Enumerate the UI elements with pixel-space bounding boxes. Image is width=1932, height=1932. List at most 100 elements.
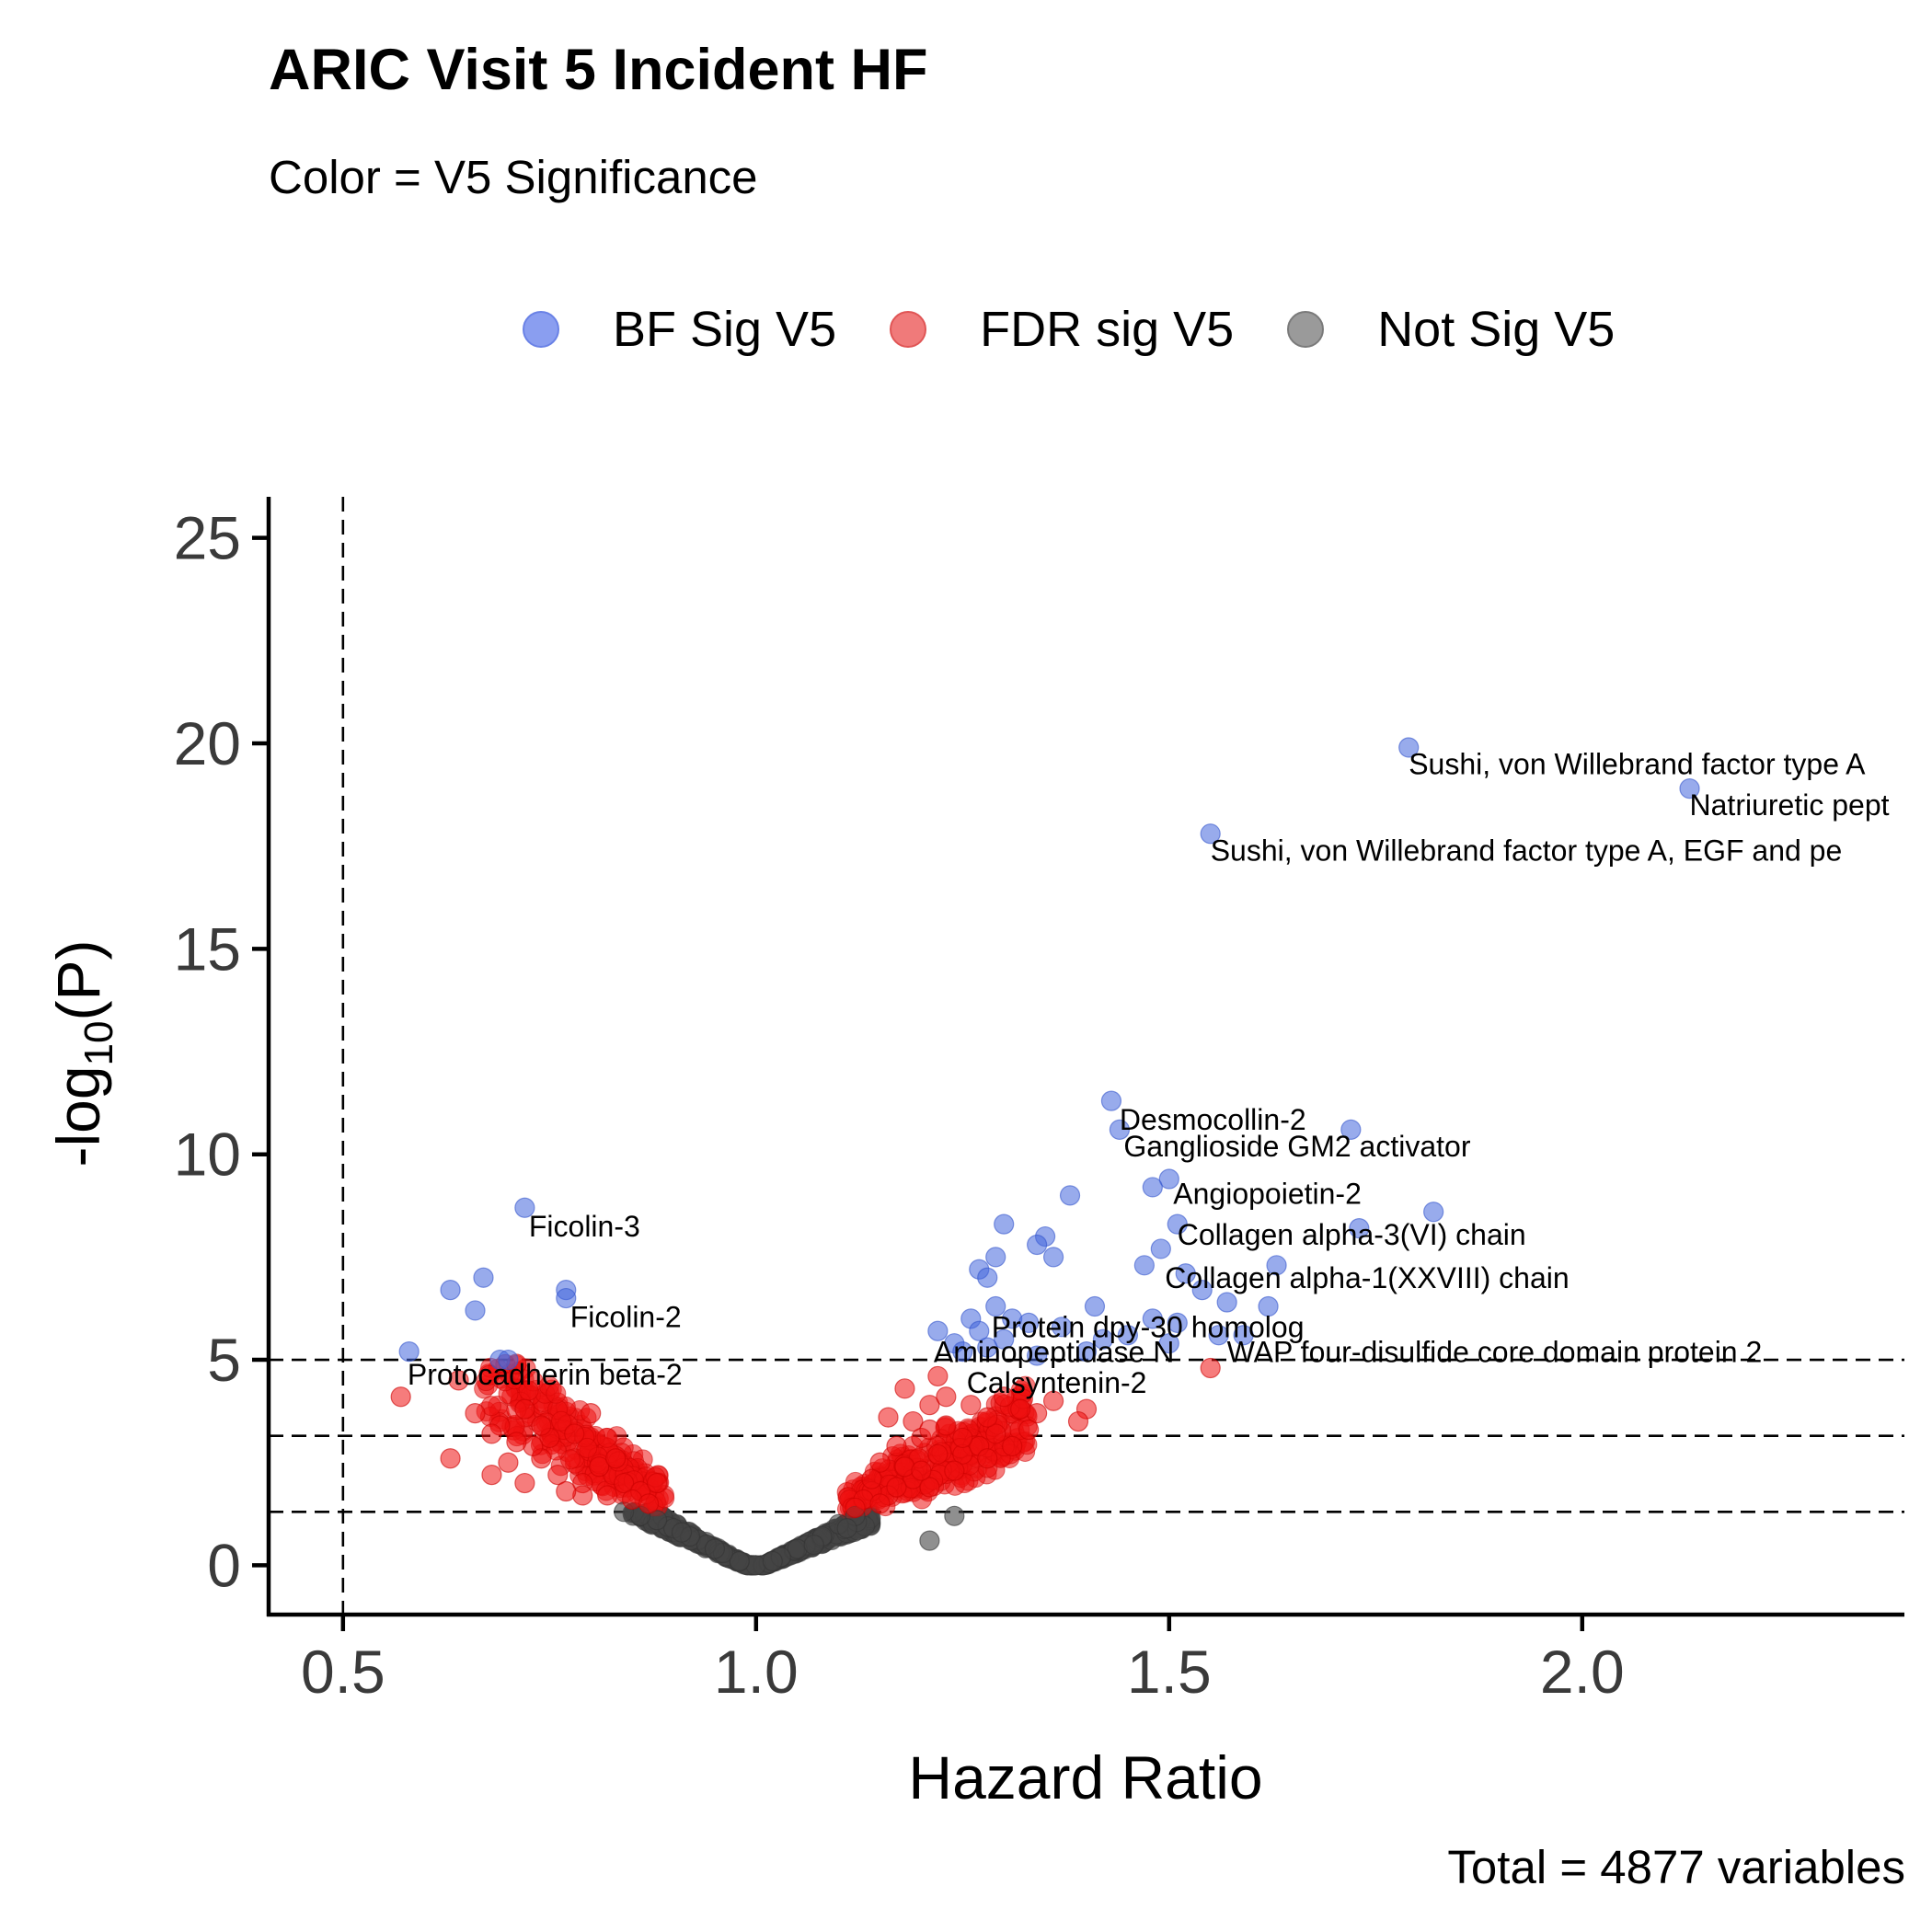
y-tick-label: 25 xyxy=(174,504,241,572)
data-point-bf-sig xyxy=(1109,1119,1131,1141)
data-point-fdr-sig xyxy=(1067,1410,1089,1432)
data-point-fdr-sig xyxy=(944,1460,965,1481)
data-point-fdr-sig xyxy=(1200,1357,1221,1379)
x-axis-title: Hazard Ratio xyxy=(908,1743,1262,1811)
data-point-fdr-sig xyxy=(845,1497,866,1518)
point-label: Protein dpy-30 homolog xyxy=(992,1310,1305,1343)
data-point-bf-sig xyxy=(1075,1341,1098,1363)
point-label: Ganglioside GM2 activator xyxy=(1123,1130,1470,1163)
data-point-bf-sig xyxy=(1175,1263,1196,1284)
data-point-fdr-sig xyxy=(911,1460,932,1481)
chart-subtitle: Color = V5 Significance xyxy=(269,151,758,203)
data-point-fdr-sig xyxy=(977,1448,998,1469)
data-point-fdr-sig xyxy=(952,1427,973,1449)
point-label: Calsyntenin-2 xyxy=(967,1366,1147,1399)
data-point-fdr-sig xyxy=(1010,1398,1031,1420)
data-point-bf-sig xyxy=(1340,1119,1362,1141)
data-point-fdr-sig xyxy=(556,1480,577,1502)
data-point-fdr-sig xyxy=(861,1468,882,1489)
data-point-not-sig xyxy=(729,1550,750,1572)
data-point-bf-sig xyxy=(1266,1255,1287,1276)
data-point-bf-sig xyxy=(1059,1185,1081,1206)
data-point-bf-sig xyxy=(1208,1325,1229,1346)
legend-item-bf-sig: BF Sig V5 xyxy=(523,301,836,358)
data-point-fdr-sig xyxy=(448,1370,469,1391)
data-point-fdr-sig xyxy=(481,1465,502,1486)
data-point-bf-sig xyxy=(1117,1325,1138,1346)
data-point-fdr-sig xyxy=(498,1452,519,1473)
legend-label-not-sig: Not Sig V5 xyxy=(1377,302,1616,357)
chart-caption: Total = 4877 variables xyxy=(1447,1841,1905,1893)
data-point-fdr-sig xyxy=(551,1410,572,1432)
data-point-fdr-sig xyxy=(927,1443,949,1465)
data-point-not-sig xyxy=(944,1505,965,1526)
data-point-bf-sig xyxy=(473,1267,494,1288)
data-point-fdr-sig xyxy=(581,1403,602,1424)
data-point-fdr-sig xyxy=(514,1398,535,1420)
data-point-fdr-sig xyxy=(547,1465,569,1486)
data-point-bf-sig xyxy=(398,1341,420,1363)
data-point-fdr-sig xyxy=(597,1485,618,1506)
data-point-bf-sig xyxy=(1258,1295,1279,1317)
data-points xyxy=(390,737,1700,1576)
data-point-bf-sig xyxy=(1158,1168,1179,1190)
data-point-bf-sig xyxy=(985,1295,1006,1317)
data-point-fdr-sig xyxy=(919,1395,940,1416)
data-point-fdr-sig xyxy=(546,1383,567,1404)
data-point-bf-sig xyxy=(1142,1308,1163,1329)
data-point-fdr-sig xyxy=(927,1365,949,1387)
point-label: Aminopeptidase N xyxy=(934,1335,1174,1368)
data-point-bf-sig xyxy=(1133,1255,1155,1276)
data-point-fdr-sig xyxy=(614,1472,635,1494)
data-point-bf-sig xyxy=(1084,1295,1106,1317)
data-point-bf-sig xyxy=(1150,1238,1171,1259)
data-point-fdr-sig xyxy=(478,1364,500,1386)
chart-title: ARIC Visit 5 Incident HF xyxy=(269,38,928,102)
legend-key-bf-sig xyxy=(523,311,559,348)
data-point-fdr-sig xyxy=(936,1386,957,1408)
data-point-bf-sig xyxy=(1349,1218,1370,1239)
legend-key-fdr-sig xyxy=(890,311,927,348)
data-point-fdr-sig xyxy=(589,1456,610,1478)
point-label: WAP four-disulfide core domain protein 2 xyxy=(1227,1335,1763,1368)
legend-item-not-sig: Not Sig V5 xyxy=(1287,301,1615,358)
data-point-fdr-sig xyxy=(506,1432,527,1453)
data-point-bf-sig xyxy=(1100,1090,1122,1111)
point-label: Collagen alpha-1(XXVIII) chain xyxy=(1165,1261,1569,1294)
data-point-fdr-sig xyxy=(605,1448,627,1469)
data-point-bf-sig xyxy=(1167,1213,1188,1235)
y-tick-label: 5 xyxy=(207,1326,241,1394)
data-point-bf-sig xyxy=(977,1337,998,1358)
data-point-bf-sig xyxy=(1092,1328,1114,1350)
y-tick-label: 0 xyxy=(207,1531,241,1599)
point-label: Desmocollin-2 xyxy=(1120,1103,1306,1136)
point-annotations: Sushi, von Willebrand factor type A Natri… xyxy=(408,748,1890,1399)
y-tick-label: 10 xyxy=(174,1121,241,1189)
data-point-fdr-sig xyxy=(919,1477,940,1498)
data-point-bf-sig xyxy=(1167,1312,1188,1333)
data-point-bf-sig xyxy=(1142,1177,1163,1198)
data-point-bf-sig xyxy=(556,1287,577,1309)
data-point-bf-sig xyxy=(994,1213,1015,1235)
point-label: Natriuretic pept xyxy=(1690,788,1890,822)
data-point-bf-sig xyxy=(994,1328,1015,1350)
y-tick-label: 15 xyxy=(174,914,241,983)
data-point-fdr-sig xyxy=(514,1472,535,1494)
legend-key-not-sig xyxy=(1287,311,1325,348)
data-point-fdr-sig xyxy=(564,1423,585,1444)
x-tick-label: 1.0 xyxy=(714,1638,799,1706)
data-point-fdr-sig xyxy=(646,1472,668,1494)
point-label: Protocadherin beta-2 xyxy=(408,1358,683,1391)
data-point-bf-sig xyxy=(1233,1325,1254,1346)
legend-label-bf-sig: BF Sig V5 xyxy=(613,302,837,357)
data-point-bf-sig xyxy=(1051,1317,1073,1338)
data-point-bf-sig xyxy=(952,1341,973,1363)
data-point-fdr-sig xyxy=(878,1407,899,1428)
data-point-fdr-sig xyxy=(481,1423,502,1444)
data-point-fdr-sig xyxy=(1018,1419,1040,1441)
x-tick-label: 1.5 xyxy=(1127,1638,1212,1706)
data-point-bf-sig xyxy=(1423,1202,1444,1223)
data-point-not-sig xyxy=(704,1538,726,1559)
data-point-fdr-sig xyxy=(894,1378,915,1399)
data-point-fdr-sig xyxy=(440,1448,461,1469)
